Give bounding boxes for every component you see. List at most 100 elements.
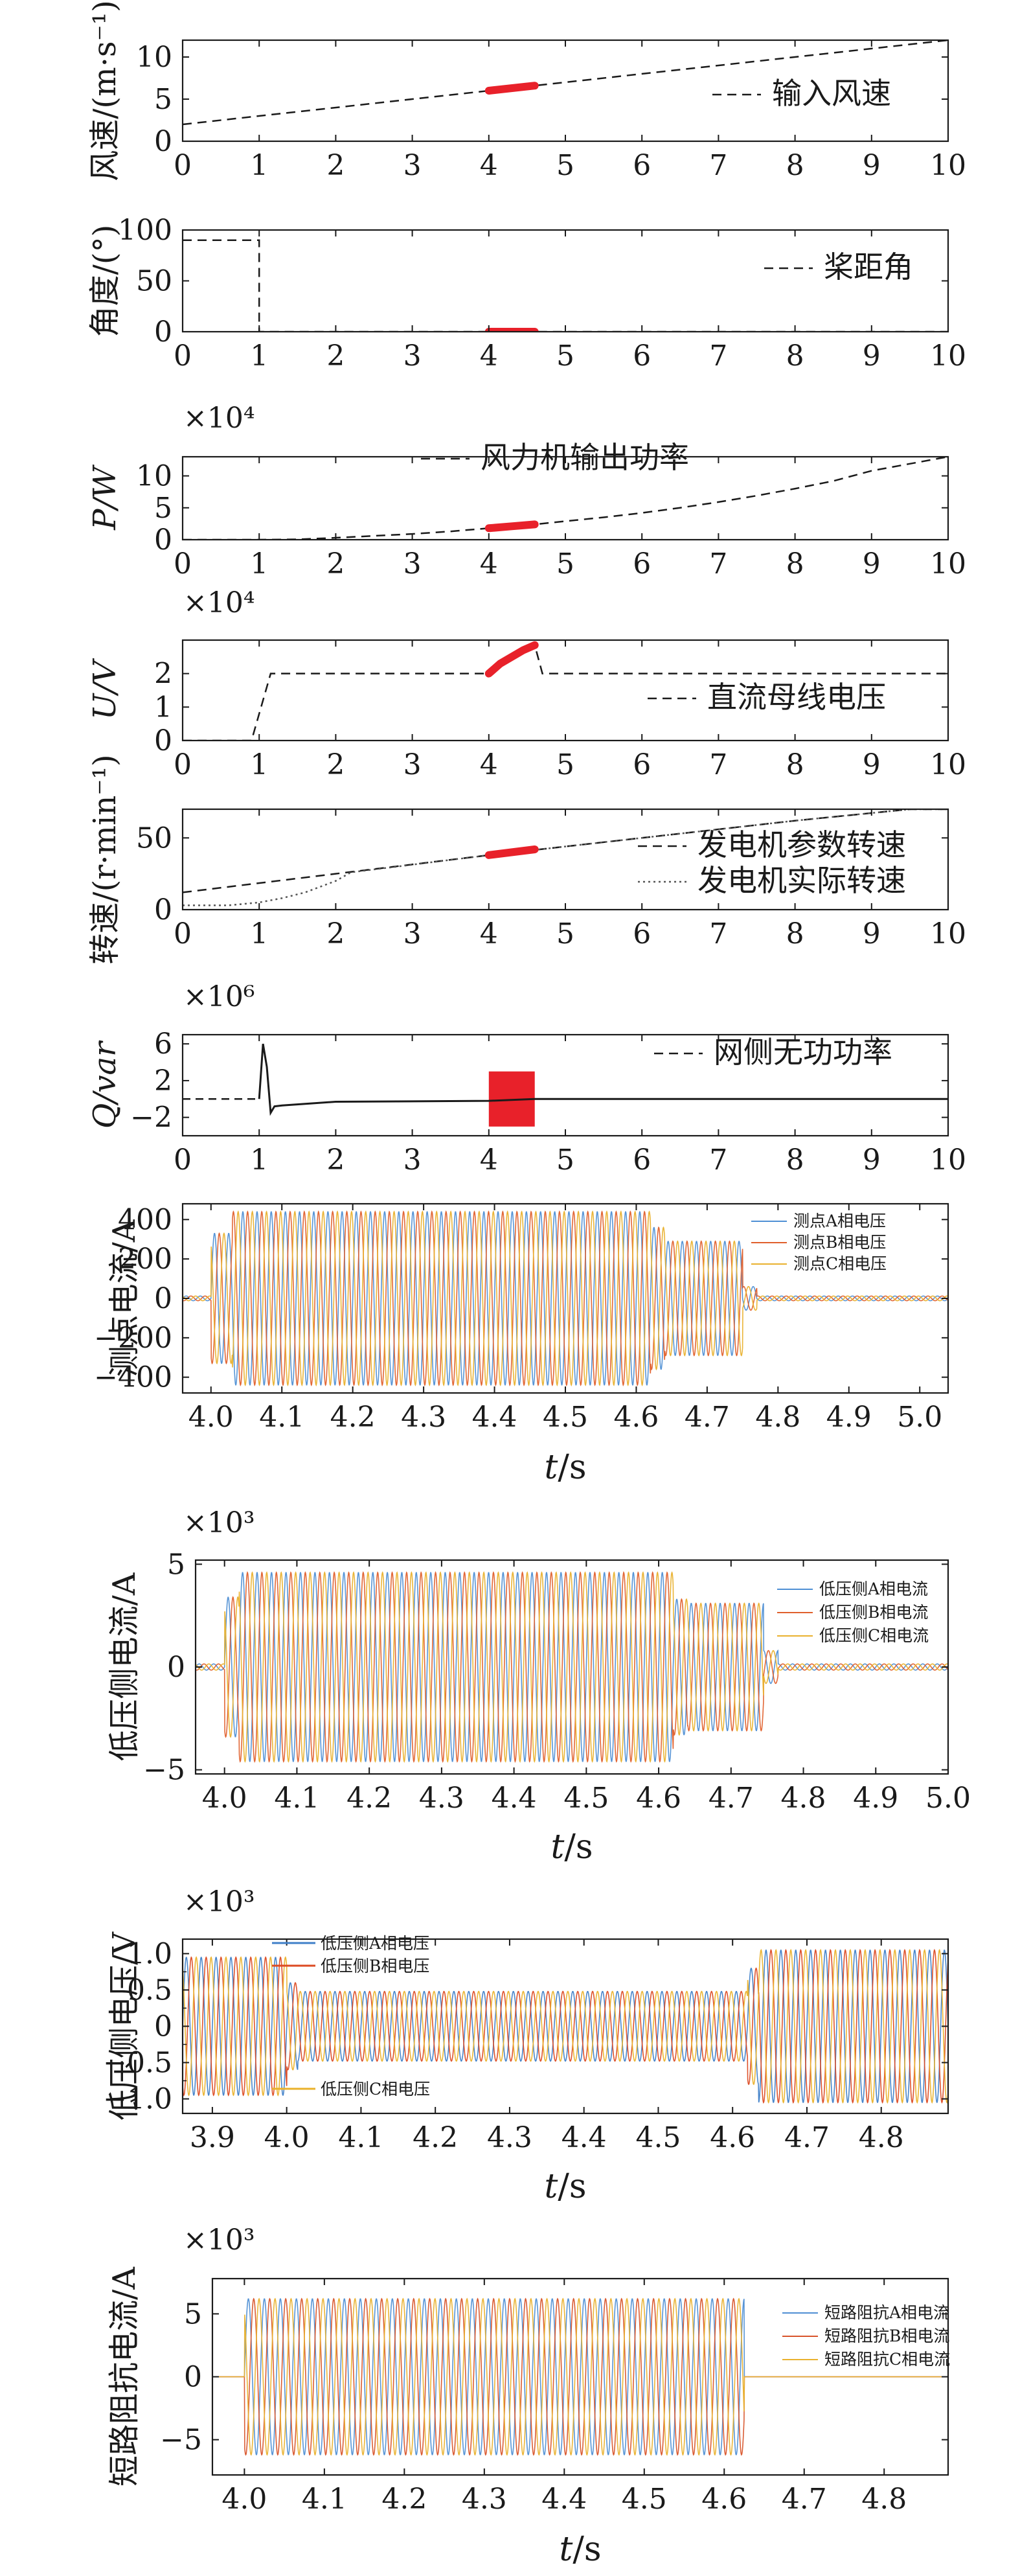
reactive-ylabel: Q/var: [87, 1040, 123, 1129]
power-xtick-label: 9: [863, 547, 881, 581]
shortcircuit-legend-label: 短路阻抗A相电流: [824, 2303, 949, 2322]
shortcircuit-ylabel: 短路阻抗电流/A: [106, 2266, 142, 2487]
lvvoltage-xtick-label: 4.6: [710, 2121, 755, 2154]
reactive-xtick-label: 2: [326, 1144, 345, 1177]
reactive-ytick-label: 6: [154, 1028, 172, 1061]
power-legend: 风力机输出功率: [421, 440, 689, 475]
pitch-ylabel: 角度/(°): [87, 225, 123, 338]
shortcircuit-ytick-label: 0: [184, 2361, 202, 2394]
pitch-xtick-label: 8: [786, 339, 804, 373]
reactive-multiplier: ×10⁶: [183, 980, 255, 1013]
dcbus-legend-label: 直流母线电压: [707, 680, 886, 715]
shortcircuit-xtick-label: 4.6: [701, 2483, 747, 2516]
lvvoltage-multiplier: ×10³: [183, 1885, 255, 1918]
probe-xtick-label: 4.3: [401, 1401, 446, 1434]
power-xtick-label: 0: [174, 547, 192, 581]
dcbus-ytick-label: 2: [154, 658, 172, 691]
pitch-xtick-label: 7: [709, 339, 727, 373]
wind-xtick-label: 9: [863, 149, 881, 182]
lvcurrent-xtick-label: 4.2: [346, 1782, 392, 1815]
reactive-plot-area: [183, 1043, 948, 1127]
shortcircuit-xtick-label: 4.8: [861, 2483, 907, 2516]
wind-series-0: [183, 40, 948, 126]
shortcircuit-xtick-label: 4.4: [541, 2483, 587, 2516]
power-ytick-label: 10: [136, 460, 172, 493]
lvcurrent-multiplier: ×10³: [183, 1506, 255, 1539]
lvvoltage-series-2: [183, 1948, 948, 2104]
reactive-xtick-label: 6: [633, 1144, 651, 1177]
power-xtick-label: 4: [480, 547, 498, 581]
speed-legend-label: 发电机实际转速: [697, 863, 906, 898]
shortcircuit-xtick-label: 4.2: [381, 2483, 427, 2516]
wind-ylabel: 风速/(m·s⁻¹): [87, 0, 123, 181]
wind-xtick-label: 1: [250, 149, 268, 182]
power-multiplier: ×10⁴: [183, 402, 255, 435]
lvvoltage-chart: 3.9 4.0 4.1 4.2 4.3 4.4 4.5 4.6 4.7 4.8 −1.0−0.5 00…: [103, 1885, 949, 2206]
lvcurrent-xtick-label: 4.7: [708, 1782, 754, 1815]
pitch-xtick-label: 10: [930, 339, 966, 373]
lvcurrent-xtick-label: 4.6: [636, 1782, 681, 1815]
lvvoltage-ylabel: 低压侧电压/V: [106, 1931, 142, 2121]
speed-xtick-label: 8: [786, 917, 804, 950]
lvvoltage-xtick-label: 4.0: [264, 2121, 310, 2154]
shortcircuit-xtick-label: 4.7: [782, 2483, 827, 2516]
pitch-ytick-label: 100: [118, 214, 172, 247]
wind-xtick-label: 3: [403, 149, 422, 182]
power-series-0: [183, 457, 948, 540]
speed-xtick-label: 7: [709, 917, 727, 950]
power-xtick-label: 8: [786, 547, 804, 581]
probe-xtick-label: 4.8: [755, 1401, 800, 1434]
pitch-ytick-label: 0: [154, 316, 172, 349]
shortcircuit-multiplier: ×10³: [183, 2224, 255, 2257]
wind-legend: 输入风速: [712, 76, 891, 111]
probe-xtick-label: 4.6: [613, 1401, 659, 1434]
lvcurrent-xtick-label: 4.8: [781, 1782, 826, 1815]
pitch-ytick-label: 50: [136, 265, 172, 298]
lvcurrent-legend-label: 低压侧A相电流: [819, 1580, 928, 1598]
reactive-xtick-label: 4: [480, 1144, 498, 1177]
lvvoltage-ytick-label: 0: [154, 2010, 172, 2043]
probe-ytick-label: 400: [118, 1203, 172, 1236]
wind-highlight: [484, 82, 539, 95]
wind-ytick-label: 10: [136, 41, 172, 74]
probe-series-1: [183, 1210, 948, 1386]
probe-xtick-label: 4.7: [685, 1401, 730, 1434]
speed-legend-label: 发电机参数转速: [697, 827, 906, 862]
lvvoltage-legend-label: 低压侧A相电压: [321, 1934, 429, 1953]
probe-xtick-label: 4.0: [188, 1401, 234, 1434]
lvcurrent-xtick-label: 4.1: [274, 1782, 319, 1815]
lvcurrent-xtick-label: 4.3: [419, 1782, 464, 1815]
lvvoltage-ytick-label: −1.0: [103, 2083, 172, 2116]
power-legend-label: 风力机输出功率: [481, 440, 689, 475]
dcbus-xtick-label: 5: [556, 748, 574, 781]
shortcircuit-ytick-label: −5: [160, 2424, 202, 2457]
lvvoltage-ytick-label: −0.5: [103, 2047, 172, 2080]
lvcurrent-ylabel: 低压侧电流/A: [106, 1572, 142, 1761]
dcbus-xtick-label: 0: [174, 748, 192, 781]
reactive-ytick-label: 2: [154, 1064, 172, 1098]
reactive-ytick-label: −2: [130, 1101, 172, 1134]
lvvoltage-legend-label: 低压侧B相电压: [321, 1957, 429, 1975]
probe-ytick-label: 0: [154, 1282, 172, 1315]
pitch-series-0: [183, 239, 948, 332]
dcbus-xtick-label: 8: [786, 748, 804, 781]
probe-legend-label: 测点C相电压: [793, 1254, 887, 1273]
probe-xtick-label: 4.2: [330, 1401, 376, 1434]
wind-legend-label: 输入风速: [772, 76, 891, 111]
lvcurrent-series-2: [196, 1571, 948, 1763]
lvcurrent-ytick-label: 5: [167, 1548, 185, 1581]
speed-xtick-label: 2: [326, 917, 345, 950]
speed-xtick-label: 6: [633, 917, 651, 950]
dcbus-xtick-label: 2: [326, 748, 345, 781]
reactive-series-0: [258, 1043, 948, 1116]
dcbus-ylabel: U/V: [87, 658, 123, 720]
probe-chart: 4.0 4.1 4.2 4.3 4.4 4.5 4.6 4.7 4.8 4.9 5.0 −400 −20…: [94, 1202, 949, 1487]
